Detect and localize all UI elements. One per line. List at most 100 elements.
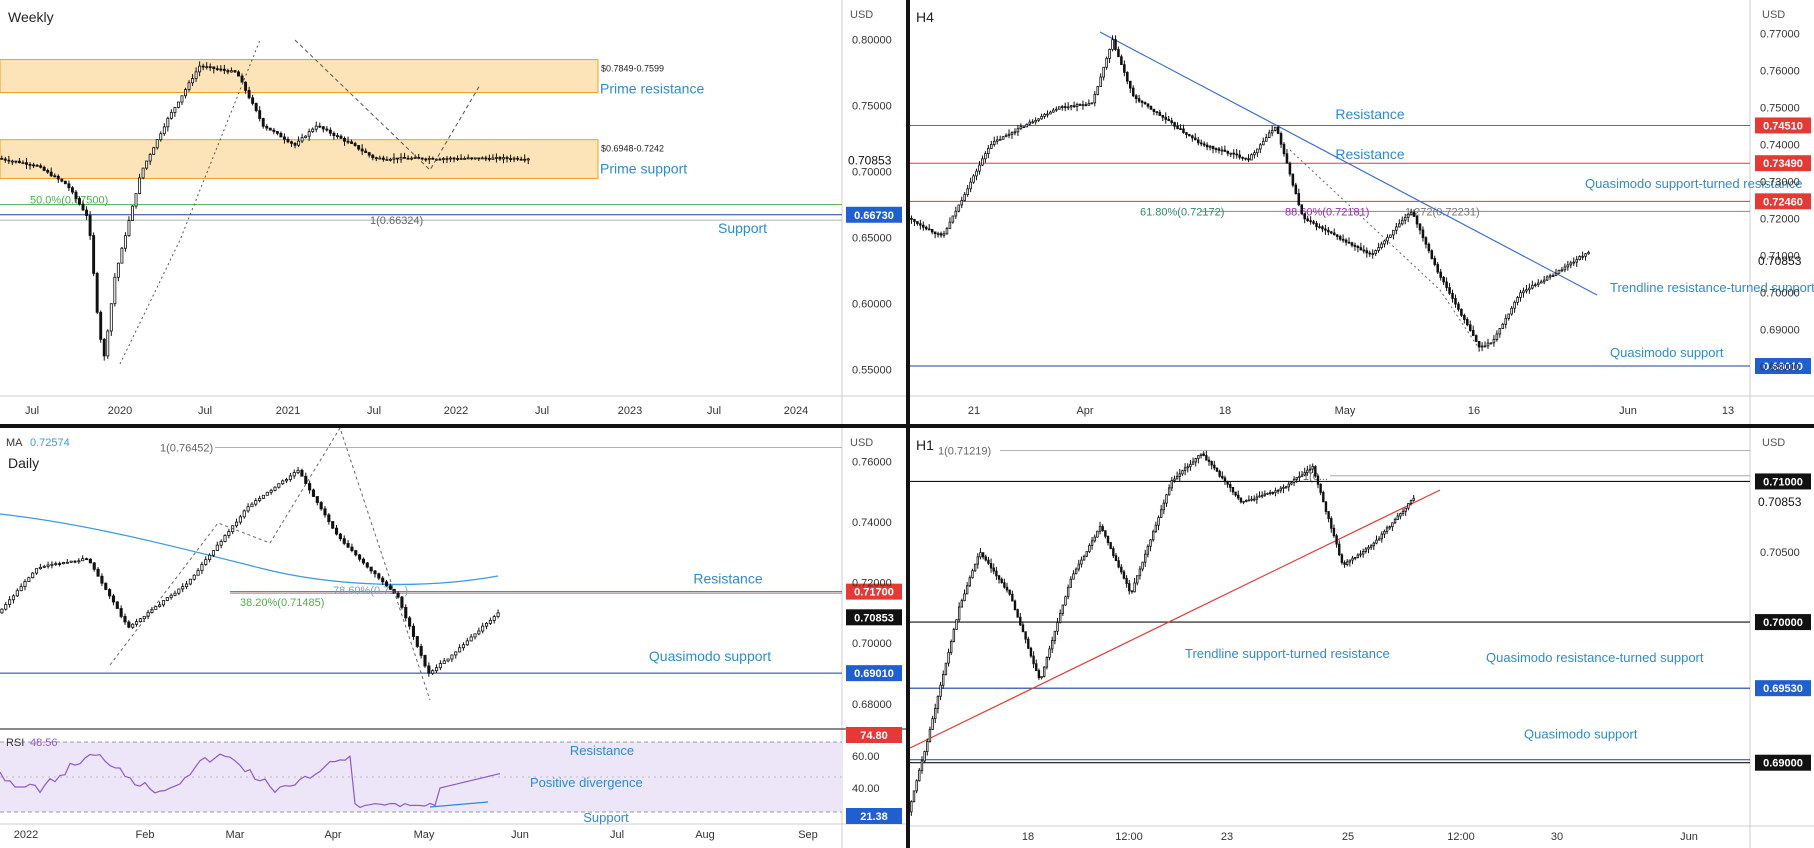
candle-body bbox=[989, 562, 993, 569]
candle-body bbox=[1080, 559, 1083, 565]
candle-body bbox=[127, 621, 131, 628]
candle-body bbox=[1287, 483, 1290, 488]
candle-body bbox=[254, 103, 258, 112]
fib-1-label: 1(0.71219) bbox=[938, 446, 991, 458]
candle-body bbox=[378, 157, 382, 160]
candle-body bbox=[1159, 509, 1163, 518]
candle-body bbox=[1176, 125, 1179, 130]
candle-body bbox=[1120, 566, 1123, 573]
zone-caption: Prime support bbox=[600, 161, 687, 177]
time-tick: Jul bbox=[610, 829, 624, 841]
fib-1-label: 1(0.66324) bbox=[370, 215, 423, 227]
candle-body bbox=[1282, 143, 1286, 155]
candle-body bbox=[924, 226, 928, 230]
candle-body bbox=[184, 583, 189, 588]
candle-body bbox=[1075, 104, 1079, 107]
candle-body bbox=[1226, 150, 1230, 154]
candle-body bbox=[920, 760, 924, 771]
candle-body bbox=[204, 559, 208, 565]
candle-body bbox=[997, 575, 1001, 580]
time-tick: Jul bbox=[198, 405, 212, 417]
candle-body bbox=[111, 595, 116, 603]
price-tick: 0.77000 bbox=[1760, 28, 1800, 40]
candle-body bbox=[1471, 330, 1475, 336]
candle-body bbox=[931, 718, 934, 730]
candle-body bbox=[1182, 128, 1185, 133]
chart-title: H4 bbox=[916, 9, 934, 25]
candle-body bbox=[1288, 162, 1292, 175]
candle-body bbox=[27, 577, 31, 582]
candle-body bbox=[481, 625, 485, 632]
dotted-path bbox=[1289, 149, 1481, 351]
daily-chart: MA 0.72574 Daily USD 1(0.76452) 38.20%(0.7148… bbox=[0, 428, 906, 848]
candle-body bbox=[226, 70, 230, 73]
candle-body bbox=[1140, 100, 1144, 103]
currency-label: USD bbox=[850, 9, 873, 21]
candle-body bbox=[1016, 609, 1019, 618]
candle-body bbox=[1035, 663, 1038, 671]
candle-body bbox=[1522, 290, 1525, 294]
candle-body bbox=[92, 562, 96, 570]
candle-body bbox=[53, 175, 57, 178]
candle-body bbox=[284, 479, 289, 482]
candle-body bbox=[1170, 120, 1173, 123]
candle-body bbox=[1069, 105, 1073, 108]
candle-body bbox=[1025, 123, 1029, 128]
resistance-caption-1: Resistance bbox=[1335, 106, 1404, 122]
candle-body bbox=[923, 751, 926, 762]
candle-body bbox=[10, 160, 14, 163]
candle-body bbox=[1359, 553, 1362, 556]
candle-body bbox=[976, 556, 979, 565]
level-price-box-0-box bbox=[1755, 473, 1811, 490]
time-tick: 25 bbox=[1342, 831, 1354, 843]
candle-body bbox=[338, 533, 342, 540]
weekly-chart-panel[interactable]: Weekly USD $0.7849-0.7599 Prime resistance $… bbox=[0, 0, 906, 424]
candle-body bbox=[1398, 223, 1401, 228]
candle-body bbox=[1032, 655, 1035, 665]
candle-body bbox=[1188, 134, 1191, 137]
candle-body bbox=[965, 585, 969, 595]
candle-body bbox=[1019, 126, 1023, 130]
rsi-support-caption: Support bbox=[583, 810, 629, 825]
time-tick: Feb bbox=[136, 829, 155, 841]
price-tick: 0.72000 bbox=[1760, 213, 1800, 225]
candle-body bbox=[1214, 148, 1218, 150]
candle-body bbox=[948, 221, 952, 229]
candle-body bbox=[492, 616, 496, 621]
time-tick: 2022 bbox=[14, 829, 38, 841]
candle-body bbox=[1072, 573, 1075, 580]
candle-body bbox=[972, 175, 975, 183]
candle-body bbox=[456, 158, 460, 160]
candle-body bbox=[31, 572, 35, 579]
candle-body bbox=[427, 665, 431, 674]
candle-body bbox=[1202, 453, 1205, 456]
candle-body bbox=[910, 801, 913, 813]
candle-body bbox=[134, 193, 138, 207]
daily-chart-panel[interactable]: MA 0.72574 Daily USD 1(0.76452) 38.20%(0.7148… bbox=[0, 428, 906, 848]
candle-body bbox=[1361, 551, 1365, 555]
candle-body bbox=[1077, 563, 1080, 570]
time-tick: Jul bbox=[535, 405, 549, 417]
time-tick: Apr bbox=[1076, 405, 1093, 417]
candle-body bbox=[1208, 145, 1212, 148]
candle-body bbox=[84, 558, 89, 561]
candle-body bbox=[1241, 156, 1244, 159]
candle-body bbox=[332, 132, 336, 137]
candle-body bbox=[1087, 103, 1091, 106]
candle-body bbox=[23, 581, 27, 588]
candle-body bbox=[1356, 554, 1360, 558]
h1-chart-panel[interactable]: H1 USD 1(0.71219) 1(0... 0.71000 0.70000 0.695… bbox=[910, 428, 1814, 848]
h4-chart-panel[interactable]: H4 USD 0.74510 0.73490 0.72460 0.68010 Resista… bbox=[910, 0, 1814, 424]
candle-body bbox=[1064, 596, 1067, 606]
candle-body bbox=[1341, 238, 1345, 241]
candle-body bbox=[936, 695, 940, 709]
price-tick: 0.68000 bbox=[1760, 361, 1800, 373]
qm-support-caption: Quasimodo support bbox=[1610, 345, 1724, 360]
candle-body bbox=[1004, 134, 1008, 138]
zone-caption: Prime resistance bbox=[600, 81, 704, 97]
level-price-box-2: 0.72460 bbox=[1763, 196, 1803, 208]
candle-body bbox=[134, 621, 139, 625]
candle-body bbox=[1029, 647, 1033, 657]
candle-body bbox=[158, 604, 162, 607]
candle-body bbox=[201, 65, 205, 68]
